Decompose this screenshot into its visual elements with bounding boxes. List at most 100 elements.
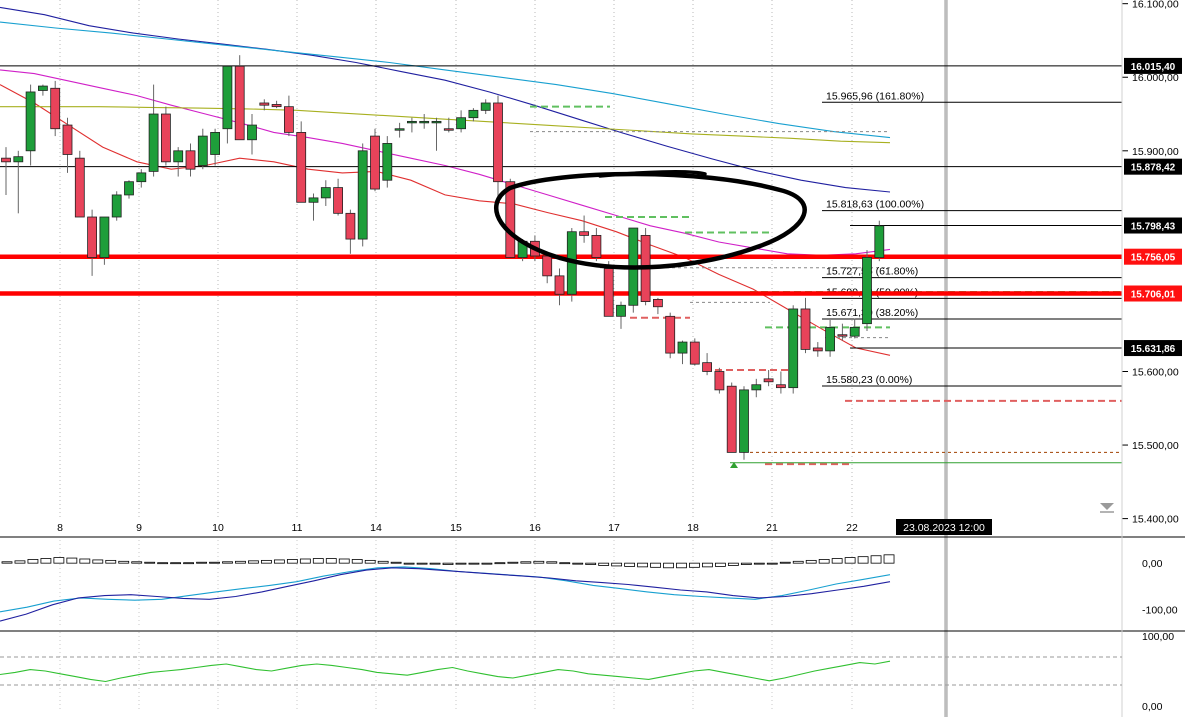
candle-bearish <box>185 150 196 170</box>
day-label: 21 <box>766 522 778 534</box>
histogram-bar <box>429 562 441 565</box>
candle-bullish <box>862 257 872 325</box>
crosshair-time-tag <box>896 519 992 535</box>
histogram-bar <box>40 558 52 564</box>
histogram-bar <box>624 562 636 567</box>
histogram-bar <box>663 562 674 569</box>
candle-bearish <box>800 308 811 350</box>
hand-drawn-ellipse-annotation[interactable] <box>494 171 807 270</box>
candle-bullish <box>247 124 257 141</box>
histogram-bar <box>416 562 428 565</box>
oscillator-panel[interactable]: 0,00 -100,00 <box>0 554 1178 622</box>
candle-bearish <box>234 65 245 141</box>
candle-bullish <box>222 65 233 130</box>
price-tick-label: 15.500,00 <box>1132 440 1179 452</box>
moving-average-line <box>0 21 891 139</box>
candle-bearish <box>345 212 356 240</box>
osc-tick-label: 0,00 <box>1142 558 1163 570</box>
histogram-bar <box>715 562 726 567</box>
fib-level-label: 15.818,63 (100.00%) <box>826 199 924 211</box>
histogram-bar <box>351 559 363 564</box>
histogram-bar <box>248 560 259 564</box>
price-level-tag-text: 15.878,42 <box>1131 163 1176 174</box>
day-label: 16 <box>529 522 541 534</box>
candle-bearish <box>714 371 725 391</box>
candle-bullish <box>751 384 762 391</box>
histogram-bar <box>740 562 752 565</box>
histogram-bar <box>611 562 623 567</box>
histogram-bar <box>312 558 324 564</box>
histogram-bar <box>779 561 791 564</box>
chevron-down-icon <box>1100 503 1114 510</box>
annotation-layer[interactable] <box>494 170 807 468</box>
candle-bullish <box>124 181 134 196</box>
histogram-bar <box>766 562 778 565</box>
price-level-tag <box>1124 158 1182 175</box>
candle-bullish <box>210 132 221 155</box>
price-level-tag <box>1124 340 1182 357</box>
candle-bearish <box>333 187 344 214</box>
candle-bullish <box>677 341 688 354</box>
histogram-bar <box>546 561 558 564</box>
moving-average-line <box>0 84 891 356</box>
price-tick-label: 16.000,00 <box>1132 72 1179 84</box>
candle-bearish <box>87 216 97 258</box>
price-level-tag <box>1124 248 1182 265</box>
histogram-bar <box>1 561 13 564</box>
scroll-down-button[interactable] <box>1100 503 1114 513</box>
candle-bearish <box>665 315 676 354</box>
rsi-panel[interactable]: 100,00 0,00 <box>0 631 1174 713</box>
histogram-bar <box>637 562 648 568</box>
histogram-bar <box>131 561 143 564</box>
histogram-bar <box>481 562 493 565</box>
ui-layer[interactable] <box>1100 503 1114 513</box>
histogram-bar <box>14 560 26 564</box>
candle-bullish <box>99 216 110 258</box>
histogram-bar <box>818 559 830 564</box>
fib-level-label: 15.965,96 (161.80%) <box>826 90 924 102</box>
candle-bearish <box>653 298 663 308</box>
candle-bullish <box>148 113 159 172</box>
histogram-bar <box>390 561 402 564</box>
day-label: 10 <box>212 522 224 534</box>
candle-bullish <box>825 326 835 352</box>
candle-bullish <box>739 389 749 453</box>
candle-bearish <box>1 157 11 163</box>
candle-bearish <box>591 234 602 258</box>
price-level-tag-text: 15.756,05 <box>1131 253 1176 264</box>
price-tick-label: 15.600,00 <box>1132 366 1179 378</box>
histogram-bar <box>66 557 78 564</box>
day-label: 11 <box>292 522 303 534</box>
candle-bearish <box>554 275 565 295</box>
candle-bearish <box>74 157 85 218</box>
candle-bearish <box>443 128 454 131</box>
histogram-bar <box>92 559 104 564</box>
histogram-bar <box>520 561 532 564</box>
histogram-bar <box>299 558 311 564</box>
moving-average-line <box>0 69 891 256</box>
price-tick-label: 15.400,00 <box>1132 514 1179 526</box>
histogram-bar <box>196 561 207 564</box>
candle-bullish <box>197 135 208 166</box>
signal-line <box>0 566 891 613</box>
histogram-bar <box>559 562 571 565</box>
fib-level-label: 15.580,23 (0.00%) <box>826 374 912 386</box>
histogram-bar <box>831 558 843 564</box>
histogram-bar <box>792 560 804 564</box>
candle-bullish <box>419 120 430 124</box>
day-label: 17 <box>608 522 620 534</box>
histogram-bar <box>364 559 376 564</box>
rsi-tick-label: 0,00 <box>1142 701 1163 713</box>
histogram-bar <box>507 561 519 564</box>
day-label: 9 <box>136 522 142 534</box>
candle-bullish <box>136 172 147 183</box>
histogram-bar <box>689 562 700 568</box>
moving-average-layer <box>0 6 891 356</box>
histogram-bar <box>209 561 220 564</box>
candle-bearish <box>837 334 848 337</box>
histogram-bar <box>222 561 233 564</box>
price-level-tag-text: 16.015,40 <box>1131 62 1176 73</box>
